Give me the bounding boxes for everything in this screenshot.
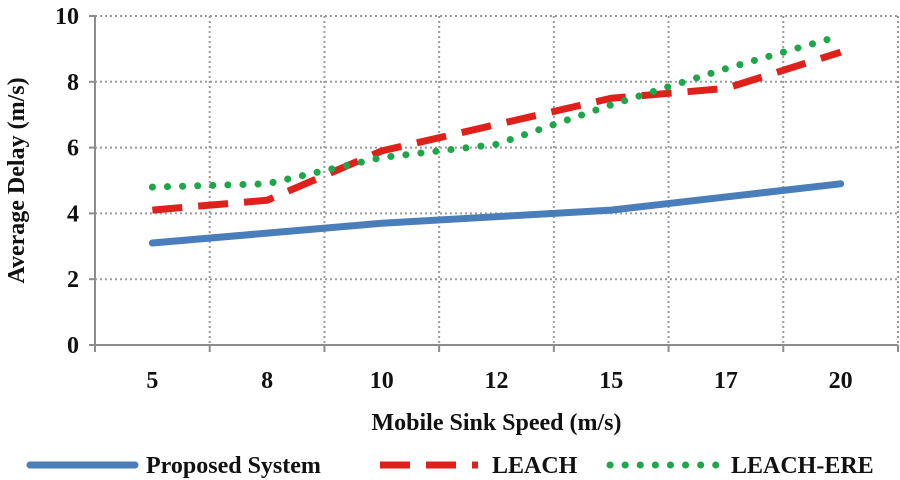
series-line-leach bbox=[152, 48, 842, 214]
axes bbox=[89, 15, 899, 352]
series-line-proposed-system bbox=[148, 180, 845, 247]
x-axis-title: Mobile Sink Speed (m/s) bbox=[371, 410, 621, 436]
x-tick-label-6: 20 bbox=[829, 368, 853, 394]
x-tick-label-4: 15 bbox=[599, 368, 623, 394]
x-tick-label-0: 5 bbox=[146, 368, 158, 394]
x-tick-label-2: 10 bbox=[370, 368, 394, 394]
y-tick-label-3: 6 bbox=[67, 136, 79, 162]
tick-labels: 0 2 4 6 8 10 5 8 10 12 15 17 20 bbox=[55, 4, 853, 394]
legend-label-1: LEACH bbox=[492, 453, 578, 479]
series-lines bbox=[148, 32, 845, 247]
legend-label-2: LEACH-ERE bbox=[731, 453, 874, 479]
y-axis-title: Average Delay (m/s) bbox=[4, 77, 30, 283]
x-tick-label-3: 12 bbox=[485, 368, 509, 394]
x-tick-label-1: 8 bbox=[261, 368, 273, 394]
x-tick-label-5: 17 bbox=[714, 368, 738, 394]
series-line-leach-ere bbox=[148, 32, 845, 191]
y-tick-label-0: 0 bbox=[67, 333, 79, 359]
legend: Proposed System LEACH LEACH-ERE bbox=[26, 453, 874, 479]
y-tick-label-2: 4 bbox=[67, 201, 79, 227]
grid bbox=[95, 15, 899, 345]
y-tick-label-1: 2 bbox=[67, 267, 79, 293]
legend-label-0: Proposed System bbox=[146, 453, 321, 479]
y-tick-label-5: 10 bbox=[55, 4, 79, 30]
y-tick-label-4: 8 bbox=[67, 70, 79, 96]
